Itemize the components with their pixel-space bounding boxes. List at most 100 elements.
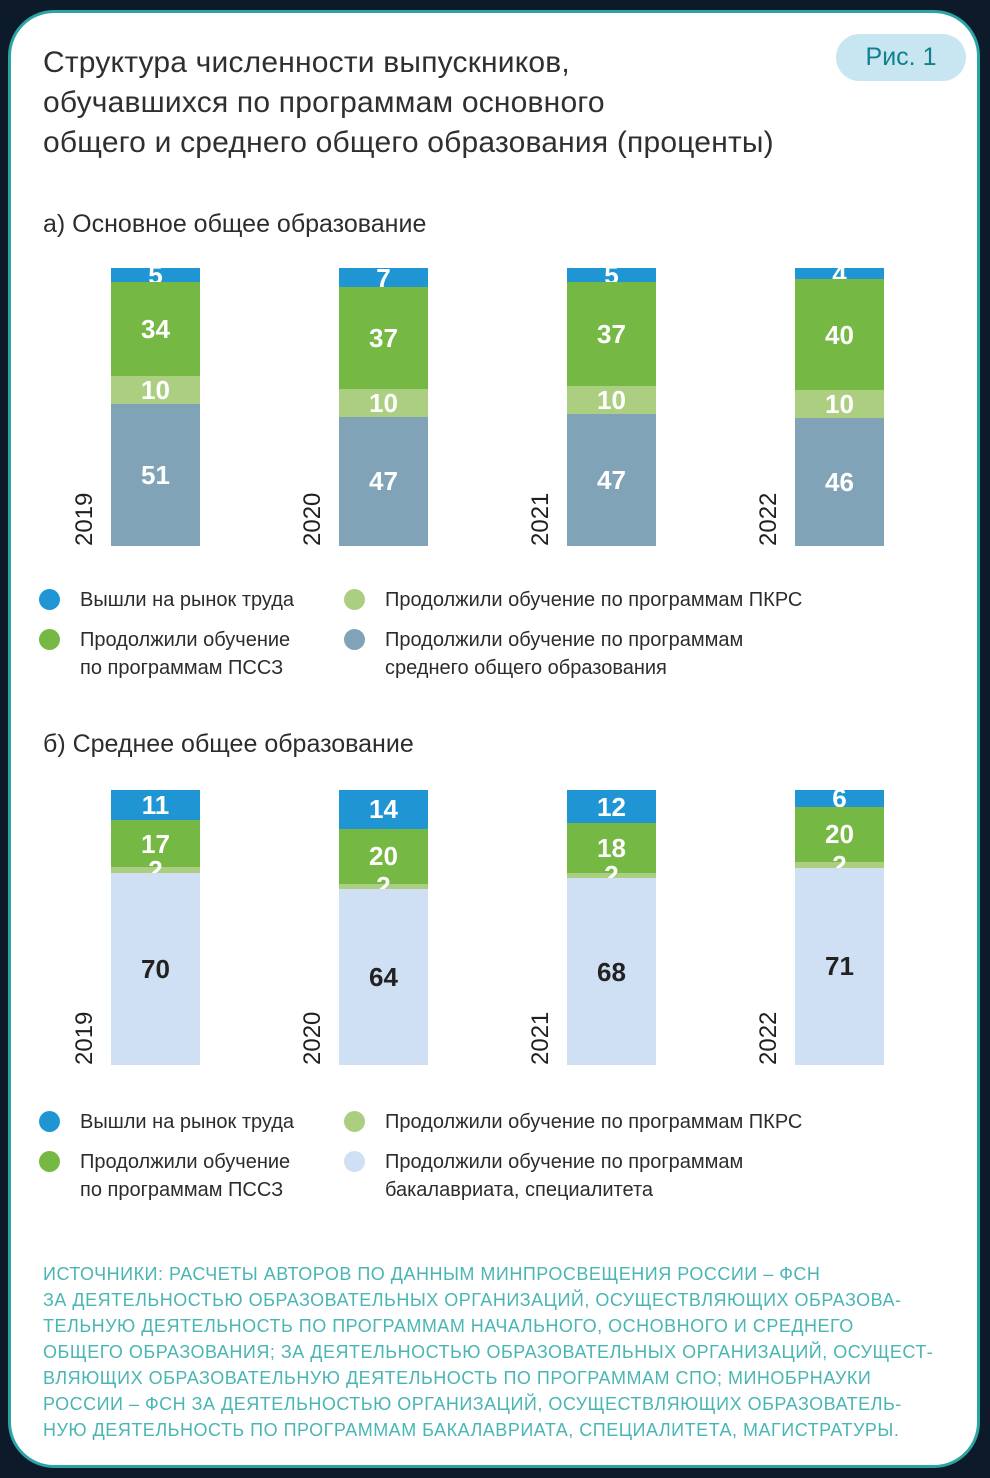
year-axis-label: 2019 — [71, 1011, 98, 1065]
bar-value-label: 71 — [825, 951, 854, 982]
bar-segment: 64 — [339, 889, 428, 1065]
legend-label: Продолжили обучение по программам бакала… — [385, 1151, 744, 1201]
bar-value-label: 68 — [597, 956, 626, 987]
section-heading-b: б) Среднее общее образование — [43, 730, 414, 758]
bar-value-label: 34 — [141, 314, 170, 345]
bar-segment: 7 — [339, 265, 428, 291]
legend-label: Вышли на рынок труда — [80, 1111, 295, 1133]
legend-item: Продолжили обучение по программам бакала… — [344, 1148, 802, 1204]
legend-dot-icon — [344, 589, 365, 610]
bar-value-label: 11 — [141, 790, 170, 821]
year-axis-label: 2022 — [755, 492, 782, 546]
bar-value-label: 10 — [141, 375, 170, 406]
year-axis-label: 2020 — [299, 492, 326, 546]
bar-segment: 20 — [795, 806, 884, 863]
section-heading-a: а) Основное общее образование — [43, 210, 427, 238]
source-line: ИСТОЧНИКИ: РАСЧЕТЫ АВТОРОВ ПО ДАННЫМ МИН… — [43, 1264, 821, 1284]
bar-segment: 47 — [567, 414, 656, 546]
bar-segment: 70 — [111, 872, 200, 1065]
legend-dot-icon — [39, 589, 60, 610]
bar-a-2021: 5 37 10 47 2021 — [527, 262, 656, 546]
bar-segment: 20 — [339, 828, 428, 884]
legend-b: Вышли на рынок труда Продолжили обучение … — [39, 1108, 802, 1204]
bar-a-2022: 4 40 10 46 2022 — [755, 261, 884, 546]
legend-label: Вышли на рынок труда — [80, 589, 295, 611]
legend-item: Продолжили обучение по программам средне… — [344, 626, 802, 682]
bar-value-label: 46 — [825, 467, 854, 498]
bar-segment: 10 — [795, 389, 884, 420]
bar-value-label: 17 — [141, 828, 170, 859]
bar-segment: 47 — [339, 416, 428, 546]
bar-segment: 17 — [111, 820, 200, 867]
bar-segment: 11 — [111, 790, 200, 821]
bar-value-label: 20 — [369, 841, 398, 871]
bar-value-label: 20 — [825, 819, 854, 850]
legend-dot-icon — [39, 1111, 60, 1132]
bar-b-2019: 11 17 2 70 2019 — [71, 790, 200, 1065]
legend-dot-icon — [344, 1151, 365, 1172]
bar-segment: 6 — [795, 785, 884, 811]
stacked-bar-chart-a: 5 34 10 51 2019 7 37 10 47 2020 5 37 10 47 2021 4 40 10 46… — [11, 261, 977, 546]
bar-segment: 10 — [567, 385, 656, 414]
bar-value-label: 5 — [604, 260, 619, 291]
bar-segment: 46 — [795, 418, 884, 546]
bar-segment: 51 — [111, 404, 200, 546]
bar-segment: 10 — [111, 375, 200, 406]
bar-a-2019: 5 34 10 51 2019 — [71, 262, 200, 546]
bar-b-2020: 14 20 2 64 2020 — [299, 790, 428, 1065]
bar-value-label: 37 — [597, 318, 626, 349]
bar-segment: 37 — [339, 287, 428, 390]
bar-value-label: 14 — [369, 794, 398, 825]
source-note: ИСТОЧНИКИ: РАСЧЕТЫ АВТОРОВ ПО ДАННЫМ МИН… — [43, 1261, 933, 1443]
bar-b-2021: 12 18 2 68 2021 — [527, 790, 656, 1065]
bar-value-label: 64 — [369, 962, 398, 992]
legend-item: Продолжили обучение по программам ПКРС — [344, 586, 802, 614]
bar-segment: 71 — [795, 867, 884, 1065]
bar-value-label: 47 — [369, 466, 398, 497]
legend-item: Вышли на рынок труда — [39, 586, 344, 614]
bar-value-label: 51 — [141, 460, 170, 491]
year-axis-label: 2019 — [71, 492, 98, 546]
legend-item: Продолжили обучение по программам ПССЗ — [39, 626, 344, 682]
legend-label: Продолжили обучение по программам ПКРС — [385, 589, 803, 611]
bar-b-2022: 6 20 2 71 2022 — [755, 785, 884, 1065]
bar-segment: 14 — [339, 790, 428, 829]
bar-value-label: 70 — [141, 953, 170, 984]
bar-value-label: 37 — [369, 323, 398, 354]
legend-label: Продолжили обучение по программам ПССЗ — [80, 1151, 291, 1201]
bar-a-2020: 7 37 10 47 2020 — [299, 265, 428, 546]
bar-segment: 37 — [567, 282, 656, 386]
legend-a: Вышли на рынок труда Продолжили обучение … — [39, 586, 802, 682]
stacked-bar-chart-b: 11 17 2 70 2019 14 20 2 64 2020 12 18 2 68 2021 6 20 2 71 2… — [11, 785, 977, 1065]
year-axis-label: 2020 — [299, 1011, 326, 1065]
figure-card: Структура численности выпускников, обуча… — [8, 10, 980, 1468]
legend-label: Продолжили обучение по программам ПССЗ — [80, 629, 291, 679]
source-line: ОБЩЕГО ОБРАЗОВАНИЯ; ЗА ДЕЯТЕЛЬНОСТЬЮ ОБР… — [43, 1342, 934, 1362]
bar-value-label: 12 — [597, 791, 626, 822]
source-line: ЗА ДЕЯТЕЛЬНОСТЬЮ ОБРАЗОВАТЕЛЬНЫХ ОРГАНИЗ… — [43, 1290, 902, 1310]
bar-value-label: 10 — [825, 389, 854, 420]
legend-dot-icon — [344, 629, 365, 650]
bar-segment: 12 — [567, 790, 656, 823]
bar-value-label: 10 — [369, 387, 398, 418]
source-line: НУЮ ДЕЯТЕЛЬНОСТЬ ПО ПРОГРАММАМ БАКАЛАВРИ… — [43, 1420, 900, 1440]
bar-value-label: 6 — [832, 783, 847, 814]
bar-segment: 10 — [339, 389, 428, 417]
legend-label: Продолжили обучение по программам ПКРС — [385, 1111, 803, 1133]
legend-item: Вышли на рынок труда — [39, 1108, 344, 1136]
legend-item: Продолжили обучение по программам ПССЗ — [39, 1148, 344, 1204]
bar-value-label: 7 — [376, 262, 391, 293]
legend-dot-icon — [39, 1151, 60, 1172]
bar-segment: 5 — [111, 262, 200, 288]
bar-value-label: 18 — [597, 832, 626, 863]
year-axis-label: 2021 — [527, 492, 554, 546]
figure-title: Структура численности выпускников, обуча… — [43, 46, 774, 159]
source-line: РОССИИ – ФСН ЗА ДЕЯТЕЛЬНОСТЬЮ ОРГАНИЗАЦИ… — [43, 1394, 902, 1414]
legend-item: Продолжили обучение по программам ПКРС — [344, 1108, 802, 1136]
source-line: ВЛЯЮЩИХ ОБРАЗОВАТЕЛЬНУЮ ДЕЯТЕЛЬНОСТЬ ПО … — [43, 1368, 872, 1388]
bar-value-label: 40 — [825, 319, 854, 350]
year-axis-label: 2021 — [527, 1011, 554, 1065]
legend-dot-icon — [39, 629, 60, 650]
bar-segment: 34 — [111, 281, 200, 377]
bar-segment: 4 — [795, 261, 884, 287]
